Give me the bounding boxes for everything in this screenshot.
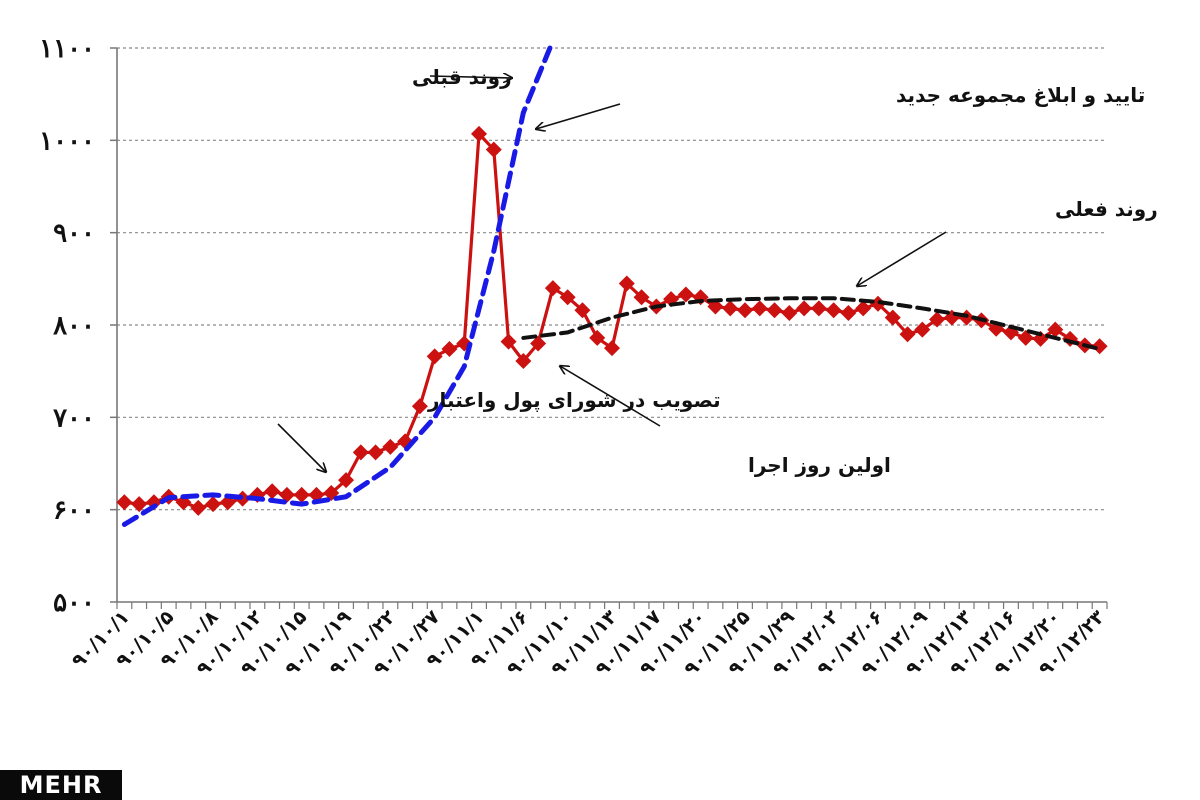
data-point-marker [929,311,946,328]
data-point-marker [677,286,694,303]
annotation-arrow [857,231,947,286]
y-tick-label: ۵۰۰ [53,588,95,618]
annotation-label: تصویب در شورای پول واعتبار [427,388,721,413]
data-point-marker [722,300,739,317]
data-point-marker [352,444,369,461]
y-tick-label: ۱۰۰۰ [39,126,95,156]
data-point-marker [264,483,281,500]
data-point-marker [1047,321,1064,338]
annotation-label: تایید و ابلاغ مجموعه جدید [896,83,1145,107]
grid-lines [117,47,1107,511]
annotation-label: اولین روز اجرا [748,453,891,477]
axes [110,47,1108,609]
data-point-marker [914,321,931,338]
mehr-logo: MEHR [0,770,122,800]
data-point-marker [589,329,606,346]
data-point-marker [382,438,399,455]
y-tick-label: ۱۱۰۰ [39,34,95,64]
data-point-marker [855,300,872,317]
data-point-marker [796,300,813,317]
series-current-trend [521,296,1102,352]
x-tick-labels: ۹۰/۱۰/۱۹۰/۱۰/۵۹۰/۱۰/۸۹۰/۱۰/۱۲۹۰/۱۰/۱۵۹۰/… [68,606,1110,681]
data-point-marker [736,302,753,319]
data-point-marker [810,300,827,317]
data-point-marker [766,302,783,319]
data-point-marker [190,499,207,516]
data-point-marker [781,304,798,321]
annotation-arrow [560,366,661,427]
data-point-marker [1017,329,1034,346]
annotation-arrow [429,76,512,78]
y-tick-label: ۷۰۰ [52,403,95,433]
data-point-marker [530,335,547,352]
series [116,45,1108,527]
annotation-arrow [277,423,326,472]
data-point-marker [604,340,620,357]
data-point-marker [840,304,857,321]
data-point-marker [116,494,133,511]
data-point-marker [205,496,222,513]
data-point-marker [131,496,148,513]
data-point-marker [884,309,901,326]
data-point-marker [751,300,768,317]
data-point-marker [367,444,384,461]
data-point-marker [559,289,576,306]
data-point-marker [899,326,916,343]
annotation-arrow [536,103,621,129]
y-tick-label: ۶۰۰ [53,496,95,526]
y-tick-label: ۹۰۰ [53,219,95,249]
data-point-marker [485,141,502,158]
series-previous-trend [121,45,553,527]
data-point-marker [574,302,591,319]
data-point-marker [471,125,488,142]
data-point-marker [618,275,635,292]
data-point-marker [441,341,458,358]
data-point-marker [825,302,842,319]
data-point-marker [293,486,310,503]
data-point-marker [338,472,355,489]
y-tick-label: ۸۰۰ [52,311,95,341]
data-point-marker [515,353,532,370]
data-point-marker [411,398,428,415]
data-point-marker [869,295,886,312]
data-point-marker [426,348,443,365]
y-tick-labels: ۵۰۰ ۶۰۰ ۷۰۰ ۸۰۰ ۹۰۰ ۱۰۰۰ ۱۱۰۰ [39,34,95,618]
data-point-marker [1091,338,1108,355]
data-point-marker [278,486,295,503]
data-point-marker [633,289,650,306]
data-point-marker [500,333,517,350]
data-point-marker [544,280,561,297]
annotation-label: روند فعلی [1055,197,1158,221]
